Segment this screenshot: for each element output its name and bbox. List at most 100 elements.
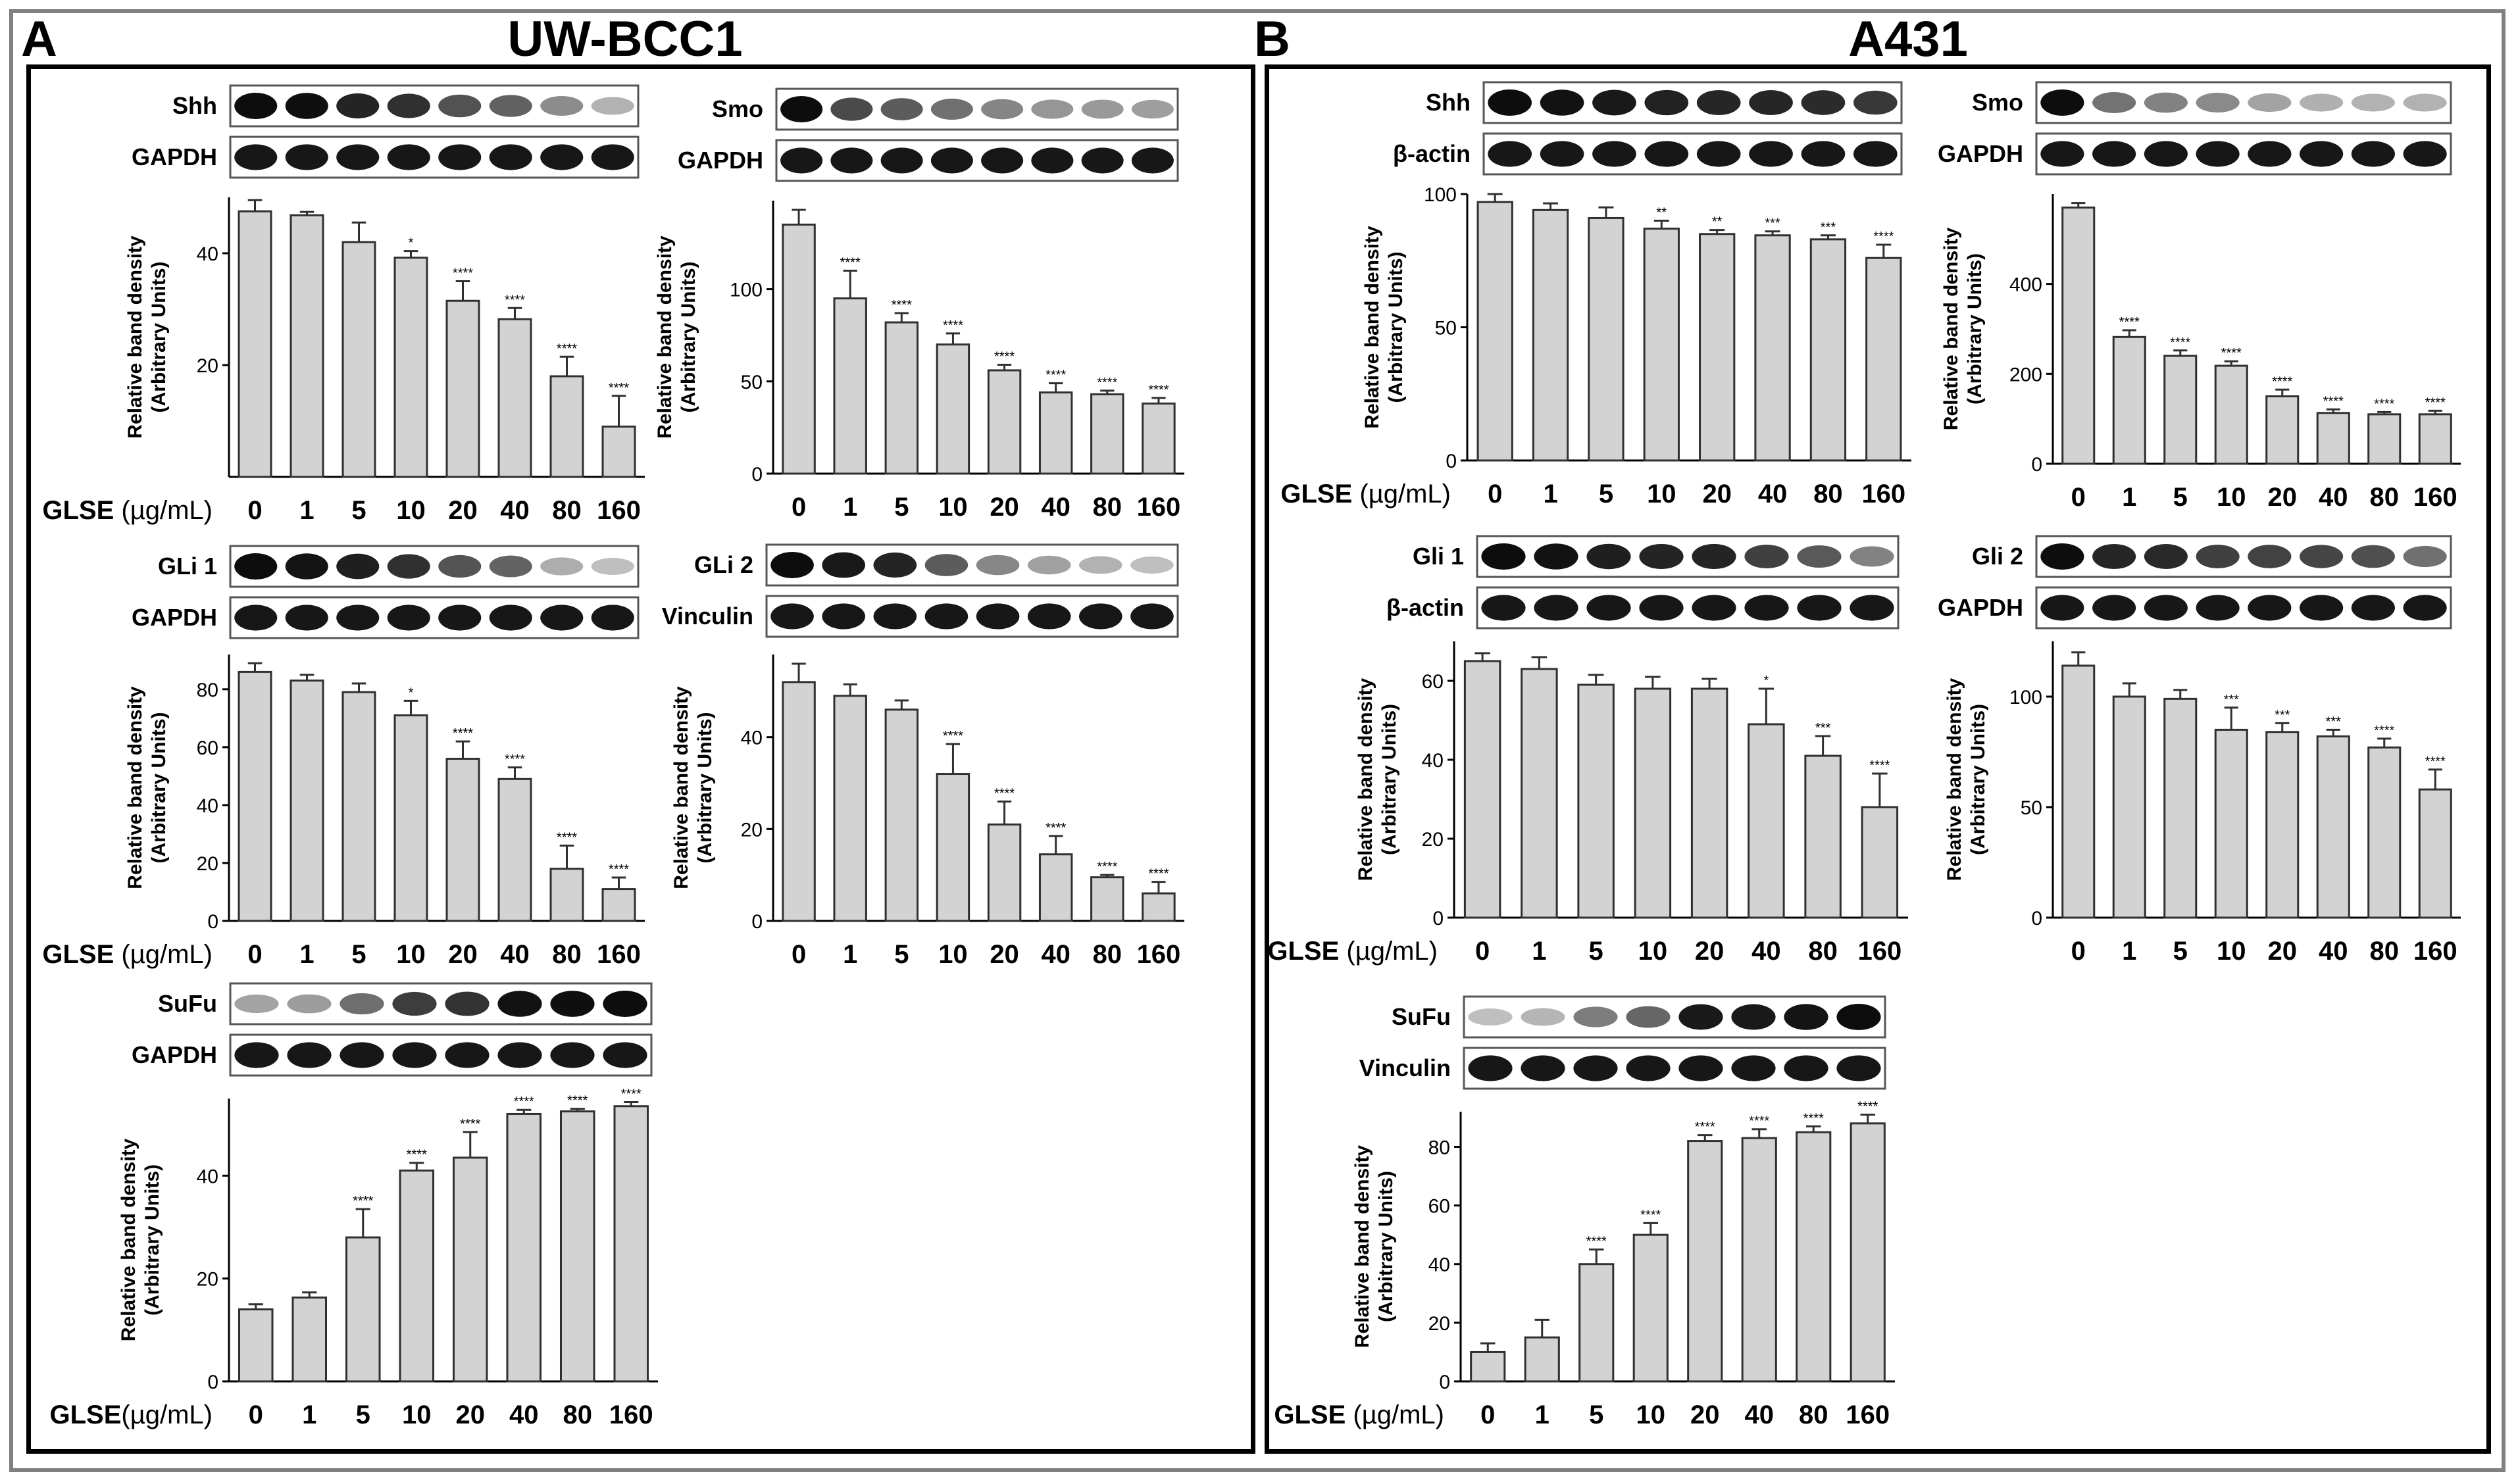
a-shh-significance-label: * [409, 236, 414, 251]
a-smo-loading-band [880, 147, 923, 174]
a-gli1-target-band [387, 554, 430, 579]
a-gli2-y-tick-label: 0 [751, 911, 763, 933]
a-gli1-x-tick-label: 10 [396, 940, 426, 969]
b-gli2-bar [2418, 788, 2452, 919]
a-gli2-x-tick-label: 20 [990, 940, 1019, 969]
a-sufu-y-tick-label: 0 [207, 1372, 218, 1393]
a-shh-bar [497, 318, 532, 478]
b-smo-x-tick-label: 10 [2217, 483, 2246, 512]
a-sufu-xaxis-prefix: GLSE(µg/mL) [49, 1400, 213, 1429]
a-sufu-target-band [550, 991, 595, 1017]
b-gli2-bar [2265, 731, 2300, 919]
b-shh-bar [1865, 257, 1902, 462]
a-gli1-x-tick-label: 20 [448, 940, 478, 969]
a-smo-significance-label: **** [1045, 368, 1066, 383]
b-smo-target-band [2092, 92, 2136, 113]
b-shh-bar [1588, 216, 1624, 462]
b-shh-loading-band [1801, 141, 1846, 167]
a-sufu-x-tick-label: 40 [509, 1400, 539, 1429]
b-gli2-bar [2214, 728, 2248, 919]
b-smo-significance-label: **** [2425, 395, 2446, 410]
b-smo-bar [2418, 413, 2452, 465]
b-sufu-x-tick-label: 80 [1799, 1400, 1828, 1429]
a-gli2-significance-label: **** [1148, 867, 1169, 881]
b-gli2-loading-label: GAPDH [1938, 594, 2023, 621]
a-sufu-significance-label: **** [621, 1087, 642, 1101]
a-smo-target-band [830, 97, 873, 121]
a-shh-ylabel-line2: (Arbitrary Units) [148, 261, 170, 412]
a-smo-target-band [981, 99, 1024, 120]
a-sufu-loading-label: GAPDH [132, 1041, 217, 1068]
a-gli1-ylabel-line1: Relative band density [124, 686, 146, 889]
a-gli1-loading-band [438, 605, 482, 631]
b-sufu-loading-band [1573, 1055, 1618, 1081]
b-sufu-target-band [1784, 1004, 1828, 1030]
b-gli2-ylabel-line2: (Arbitrary Units) [1967, 704, 1989, 855]
b-shh-x-tick-label: 0 [1488, 480, 1502, 508]
b-sufu-loading-band [1836, 1055, 1881, 1081]
b-gli2-significance-label: *** [2224, 693, 2240, 707]
a-gli2-bar [987, 823, 1022, 922]
a-gli2-x-tick-label: 80 [1093, 940, 1122, 969]
a-gli2-x-tick-label: 40 [1041, 940, 1070, 969]
a-shh-x-tick-label: 0 [247, 496, 262, 525]
b-shh-bar [1532, 209, 1569, 462]
b-sufu-y-tick-label: 0 [1439, 1372, 1450, 1393]
b-sufu-xaxis-prefix: GLSE (µg/mL) [1274, 1400, 1444, 1429]
a-smo-target-band [1131, 99, 1174, 119]
b-sufu-bar [1687, 1140, 1723, 1383]
b-shh-loading-band [1749, 141, 1793, 167]
a-smo-x-tick-label: 1 [843, 493, 857, 522]
b-gli1-x-tick-label: 80 [1808, 937, 1838, 966]
b-gli1-x-tick-label: 20 [1695, 937, 1725, 966]
b-gli1-x-tick-label: 160 [1858, 937, 1902, 966]
a-shh-bar [341, 241, 376, 478]
b-gli1-loading-band [1692, 595, 1736, 621]
a-shh-loading-band [234, 144, 278, 170]
b-shh-target-band [1749, 90, 1793, 115]
b-gli1-loading-band [1744, 595, 1789, 621]
a-gli1-target-label: GLi 1 [158, 553, 217, 580]
a-gli2-target-band [976, 555, 1020, 576]
a-gli1-target-band [438, 555, 482, 578]
a-shh-x-tick-label: 20 [448, 496, 478, 525]
b-smo-loading-band [2196, 141, 2240, 167]
a-sufu-ylabel-line1: Relative band density [118, 1138, 139, 1341]
a-smo-significance-label: **** [994, 350, 1015, 364]
b-sufu-bar [1470, 1350, 1506, 1383]
b-gli1-bar [1748, 723, 1785, 919]
b-shh-x-tick-label: 80 [1813, 480, 1843, 508]
b-sufu-x-tick-label: 5 [1589, 1400, 1603, 1429]
a-sufu-loading-band [603, 1042, 647, 1068]
b-sufu-x-tick-label: 1 [1535, 1400, 1549, 1429]
b-gli1-target-band [1534, 543, 1578, 570]
a-smo-loading-band [780, 147, 823, 174]
a-sufu-loading-band [340, 1042, 384, 1068]
a-gli1-loading-band [489, 605, 532, 631]
b-shh-bar [1476, 201, 1513, 462]
b-shh-bar [1809, 238, 1847, 462]
a-shh-loading-band [540, 144, 584, 170]
b-smo-loading-label: GAPDH [1938, 140, 2023, 167]
b-gli2-bar [2367, 746, 2402, 919]
a-gli1-loading-band [540, 605, 584, 631]
a-shh-loading-label: GAPDH [132, 143, 217, 170]
a-smo-bar [833, 297, 867, 475]
a-gli1-bar [445, 757, 480, 922]
a-gli2-ylabel-line2: (Arbitrary Units) [694, 712, 716, 863]
b-smo-target-band [2196, 92, 2240, 113]
panel-a-title: UW-BCC1 [507, 11, 743, 67]
b-gli1-loading-band [1586, 595, 1631, 621]
b-smo-target-band [2040, 89, 2084, 116]
b-smo-significance-label: **** [2323, 394, 2344, 408]
b-shh-x-tick-label: 160 [1861, 480, 1905, 508]
a-shh-ylabel-line1: Relative band density [124, 235, 146, 439]
b-smo-target-band [2403, 93, 2447, 112]
b-shh-significance-label: *** [1765, 216, 1780, 231]
b-smo-y-tick-label: 200 [2009, 364, 2042, 385]
b-shh-y-tick-label: 0 [1446, 451, 1457, 472]
a-gli2-loading-band [822, 603, 865, 630]
a-gli2-loading-band [1027, 603, 1071, 630]
b-gli1-loading-band [1639, 595, 1684, 621]
